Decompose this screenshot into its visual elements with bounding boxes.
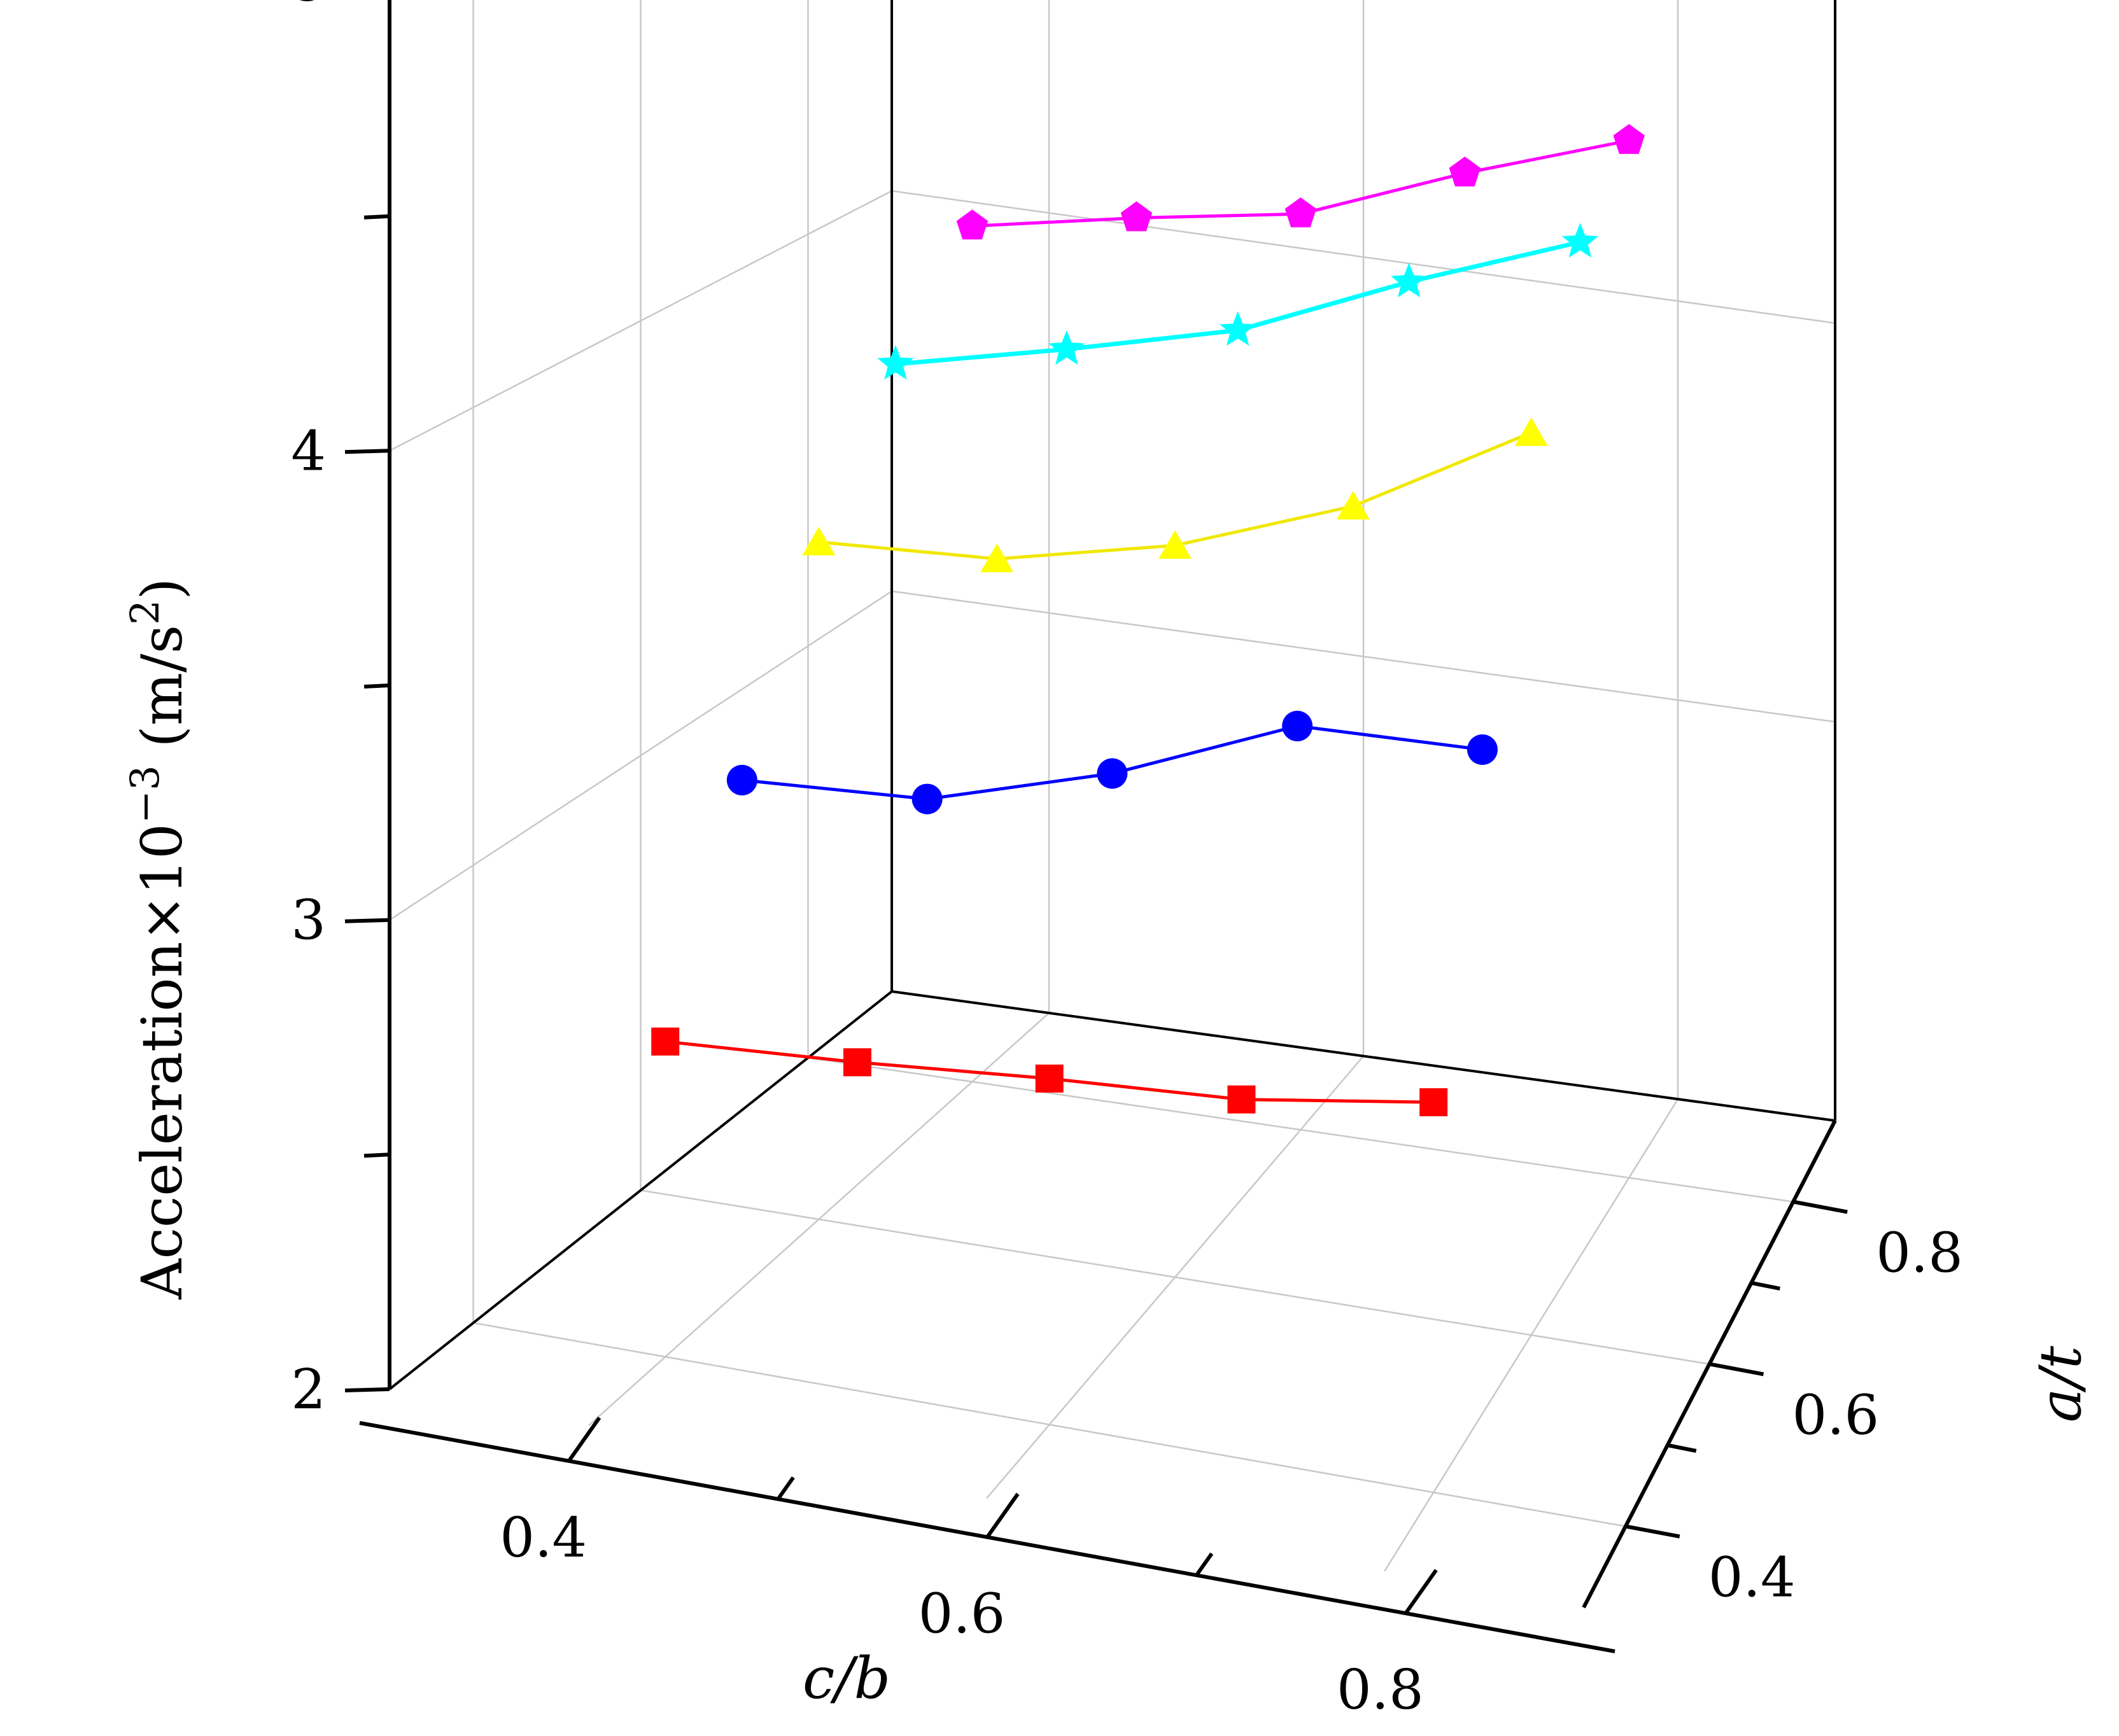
z-axis-title-unit-exponent: 2	[122, 600, 168, 625]
z-axis-title-unit: (m/s	[129, 625, 195, 766]
axes	[344, 0, 1848, 1653]
data-point	[1561, 223, 1598, 258]
data-point	[1048, 330, 1085, 365]
x-major-tick	[1404, 1569, 1438, 1614]
grid-layer	[389, 0, 1836, 1572]
gridline-sidewall-z	[389, 590, 892, 921]
z-minor-tick	[363, 1152, 390, 1158]
y-major-tick	[1625, 1524, 1680, 1539]
box-edge	[891, 990, 1836, 1122]
data-point	[1282, 710, 1313, 741]
y-axis-title: a/t	[2027, 1345, 2094, 1422]
z-minor-tick	[363, 214, 390, 220]
gridline-backwall-z	[891, 590, 1836, 723]
x-minor-tick	[1195, 1552, 1214, 1577]
data-point	[1419, 1088, 1448, 1117]
data-point	[1514, 417, 1548, 446]
data-point	[1035, 1064, 1064, 1093]
x-minor-tick	[776, 1476, 795, 1501]
gridline-floor-y	[808, 1056, 1794, 1203]
gridline-sidewall-z	[389, 190, 892, 452]
y-minor-tick	[1750, 1281, 1780, 1291]
data-point	[1285, 197, 1317, 228]
series-line	[895, 239, 1581, 367]
series-triangle	[802, 417, 1548, 573]
z-minor-tick	[363, 683, 390, 689]
data-point	[1449, 157, 1481, 186]
data-point	[980, 543, 1014, 573]
data-point	[877, 345, 914, 380]
z-axis-title-main: Acceleration×10	[129, 823, 195, 1300]
series-layer	[651, 123, 1645, 1117]
z-axis-title-exponent: −3	[122, 766, 168, 823]
data-point	[726, 764, 757, 795]
y-tick-label: 0.6	[1792, 1384, 1880, 1448]
data-point	[1220, 311, 1257, 346]
z-axis-title: Acceleration×10−3 (m/s2)	[122, 578, 195, 1300]
data-point	[843, 1048, 871, 1077]
data-point	[1336, 491, 1370, 520]
y-minor-tick	[1667, 1443, 1697, 1453]
data-point	[1097, 758, 1128, 789]
series-square	[651, 1027, 1448, 1117]
data-point	[802, 526, 836, 556]
data-point	[1391, 262, 1428, 298]
x-major-tick	[567, 1417, 602, 1462]
tick-labels: 2 3 4 5 0.4 0.6 0.8 0.4 0.6 0.8	[291, 0, 1963, 1722]
series-star	[877, 223, 1598, 380]
data-point	[912, 783, 943, 815]
y-tick-label: 0.8	[1876, 1222, 1963, 1285]
data-point	[1227, 1085, 1256, 1114]
data-point	[1467, 734, 1498, 765]
z-major-tick	[344, 1387, 390, 1392]
z-tick-label: 3	[291, 889, 326, 953]
data-point	[1120, 201, 1153, 232]
x-tick-label: 0.8	[1337, 1658, 1424, 1722]
series-pentagon	[956, 123, 1645, 240]
x-tick-label: 0.6	[919, 1583, 1006, 1646]
series-circle	[726, 710, 1498, 815]
data-point	[956, 209, 989, 240]
z-major-tick	[344, 449, 390, 454]
x-tick-label: 0.4	[500, 1506, 587, 1570]
z-axis-title-unit-close: )	[129, 578, 195, 599]
box-edges	[388, 0, 1836, 1390]
z-tick-label: 2	[291, 1358, 326, 1422]
data-point	[651, 1027, 680, 1056]
z-major-tick	[344, 918, 390, 923]
z-tick-label: 5	[291, 0, 326, 14]
x-major-tick	[985, 1492, 1020, 1539]
data-point	[1613, 123, 1645, 154]
gridline-backwall-z	[891, 190, 1836, 324]
y-tick-label: 0.4	[1708, 1546, 1796, 1610]
x-axis-title: c/b	[803, 1645, 891, 1712]
data-point	[1158, 530, 1192, 559]
y-major-tick	[1708, 1362, 1764, 1376]
gridline-floor-y	[640, 1189, 1710, 1365]
y-major-tick	[1792, 1200, 1848, 1214]
z-tick-label: 4	[291, 419, 326, 483]
gridline-floor-y	[473, 1322, 1626, 1527]
